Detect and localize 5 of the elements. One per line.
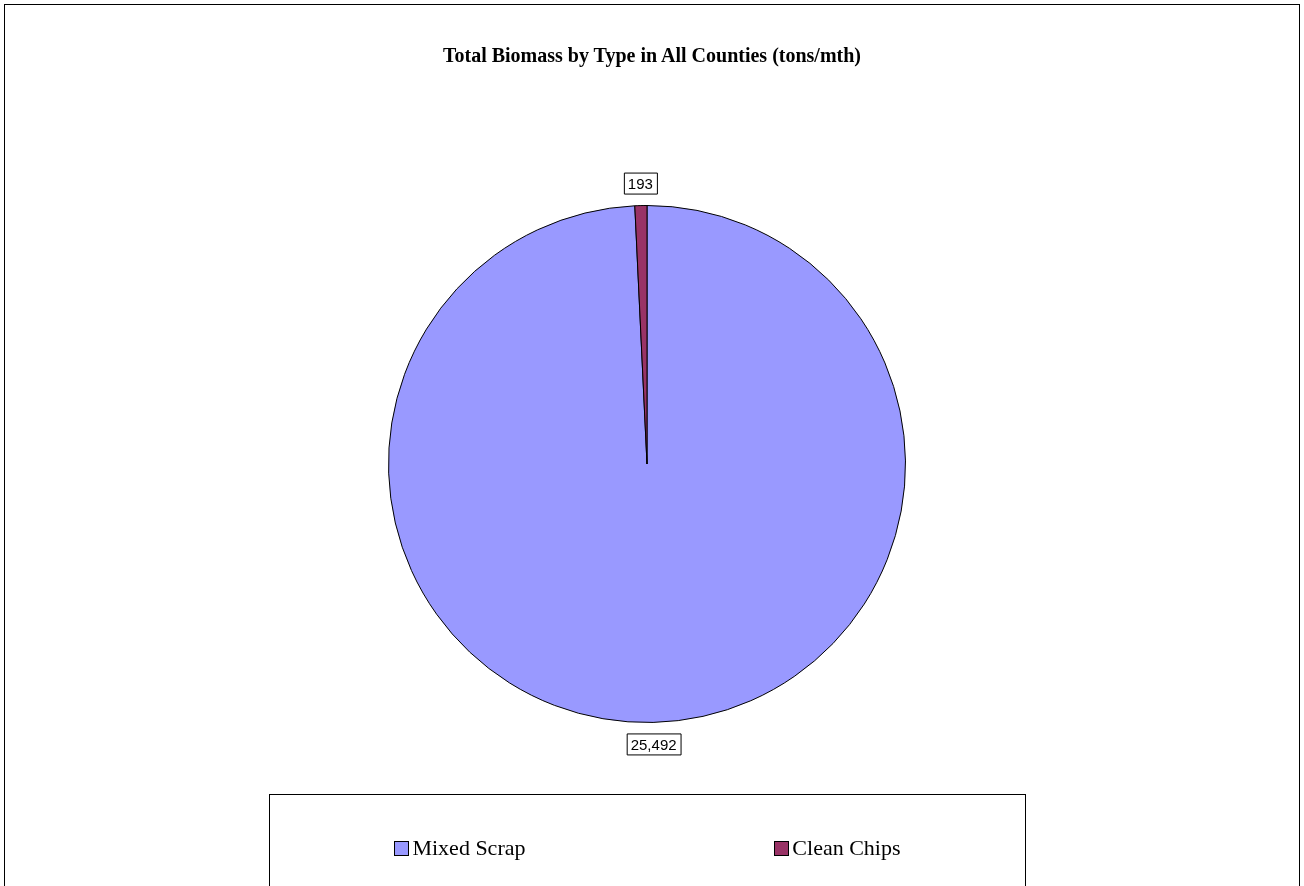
data-label: 25,492 (630, 735, 677, 753)
legend-label: Clean Chips (792, 835, 901, 861)
legend-label: Mixed Scrap (412, 835, 526, 861)
data-label: 193 (627, 174, 653, 192)
chart-title: Total Biomass by Type in All Counties (tons/mth) (441, 44, 862, 67)
